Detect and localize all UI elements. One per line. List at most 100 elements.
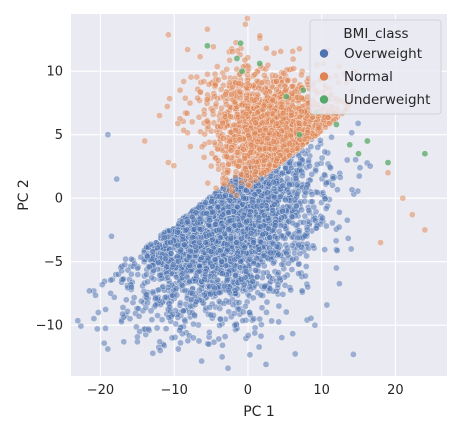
point-overweight <box>206 304 214 311</box>
point-normal <box>223 169 231 176</box>
point-normal <box>242 20 249 28</box>
point-normal <box>180 78 188 85</box>
point-normal <box>214 145 222 153</box>
point-normal <box>227 113 234 120</box>
point-overweight <box>320 171 328 179</box>
point-overweight <box>120 275 127 283</box>
point-overweight <box>285 188 293 196</box>
point-overweight <box>333 264 340 272</box>
point-overweight <box>288 241 296 249</box>
point-overweight <box>255 246 263 253</box>
point-overweight <box>309 242 317 250</box>
point-overweight <box>196 226 204 233</box>
y-axis-label: PC 2 <box>16 179 32 211</box>
legend-label-underweight: Underweight <box>344 92 430 108</box>
point-normal <box>181 94 189 102</box>
point-normal <box>287 112 295 119</box>
point-normal <box>399 194 407 202</box>
point-overweight <box>258 202 266 209</box>
point-normal <box>236 88 244 96</box>
point-overweight <box>275 302 283 310</box>
point-normal <box>187 73 195 81</box>
point-overweight <box>308 198 316 206</box>
point-overweight <box>279 207 286 215</box>
point-overweight <box>207 248 215 256</box>
point-overweight <box>323 179 330 187</box>
point-overweight <box>156 338 164 346</box>
point-overweight <box>122 296 130 304</box>
x-tick-label: 0 <box>244 383 252 398</box>
point-overweight <box>311 321 319 329</box>
point-normal <box>270 138 277 145</box>
point-normal <box>252 119 260 127</box>
point-underweight <box>282 93 290 100</box>
point-overweight <box>332 237 340 245</box>
point-overweight <box>291 350 299 358</box>
point-underweight <box>384 159 392 166</box>
y-tick-label: 10 <box>46 65 63 80</box>
point-normal <box>193 73 201 81</box>
point-normal <box>243 172 250 180</box>
point-normal <box>298 108 305 115</box>
point-normal <box>247 148 255 156</box>
point-overweight <box>301 197 309 205</box>
point-overweight <box>205 231 213 239</box>
point-normal <box>291 77 298 84</box>
point-normal <box>254 90 262 98</box>
point-overweight <box>156 347 164 354</box>
point-overweight <box>143 271 150 278</box>
point-overweight <box>275 250 282 258</box>
point-overweight <box>102 306 109 313</box>
y-tick-label: 0 <box>55 192 63 207</box>
point-overweight <box>323 301 331 309</box>
point-overweight <box>279 290 287 298</box>
point-normal <box>228 91 235 98</box>
point-underweight <box>355 150 362 158</box>
point-normal <box>315 124 323 132</box>
point-overweight <box>218 353 226 361</box>
point-overweight <box>336 280 343 288</box>
point-overweight <box>348 186 356 194</box>
point-normal <box>186 99 194 107</box>
point-overweight <box>336 208 343 216</box>
point-overweight <box>271 200 278 208</box>
point-overweight <box>128 270 135 278</box>
point-overweight <box>211 284 218 292</box>
point-overweight <box>127 255 135 263</box>
point-normal <box>262 126 269 134</box>
point-overweight <box>289 330 297 338</box>
point-overweight <box>317 136 324 144</box>
point-overweight <box>255 343 263 351</box>
point-normal <box>213 63 221 70</box>
point-normal <box>296 120 303 127</box>
point-normal <box>184 46 191 53</box>
point-overweight <box>77 322 85 330</box>
point-overweight <box>231 321 239 329</box>
point-overweight <box>246 211 254 219</box>
point-overweight <box>152 301 159 309</box>
point-normal <box>188 118 196 126</box>
point-overweight <box>312 224 320 232</box>
point-normal <box>264 110 272 118</box>
point-overweight <box>216 322 223 329</box>
point-overweight <box>235 221 243 229</box>
point-overweight <box>165 227 173 235</box>
point-overweight <box>211 256 219 263</box>
point-normal <box>249 157 257 165</box>
point-overweight <box>215 289 223 297</box>
point-overweight <box>120 338 128 346</box>
point-overweight <box>288 266 296 273</box>
point-underweight <box>333 121 340 128</box>
point-normal <box>408 211 416 219</box>
point-overweight <box>184 218 192 226</box>
point-overweight <box>333 247 341 254</box>
point-overweight <box>257 291 265 299</box>
point-normal <box>288 90 296 98</box>
point-normal <box>237 179 245 186</box>
point-normal <box>304 129 311 137</box>
point-overweight <box>238 235 245 242</box>
point-overweight <box>260 212 268 219</box>
point-overweight <box>90 315 98 322</box>
point-overweight <box>257 239 265 246</box>
point-overweight <box>164 274 172 281</box>
